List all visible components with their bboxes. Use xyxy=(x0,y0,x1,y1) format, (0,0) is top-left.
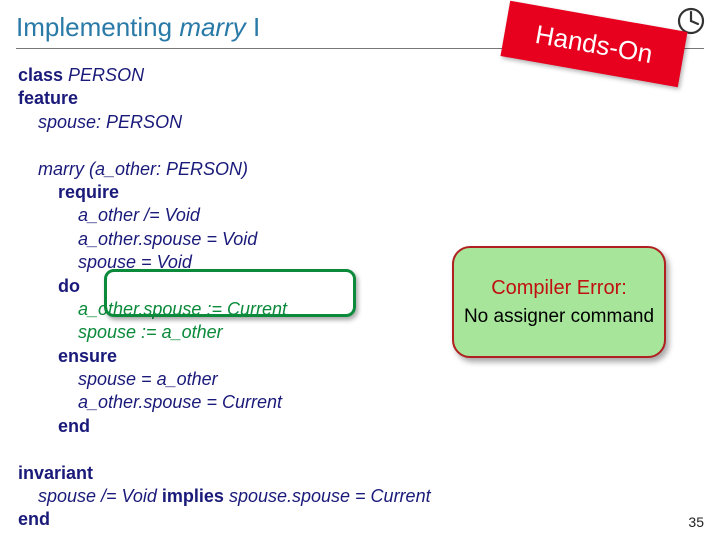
code-id: PERSON xyxy=(63,65,144,85)
code-id: marry (a_other: PERSON) xyxy=(18,159,248,179)
code-id: spouse /= Void xyxy=(18,486,162,506)
error-callout-body: No assigner command xyxy=(464,306,654,328)
code-id: spouse = a_other xyxy=(18,369,218,389)
code-kw: feature xyxy=(18,88,78,108)
code-id: spouse: PERSON xyxy=(18,112,182,132)
hands-on-badge-label: Hands-On xyxy=(533,18,655,69)
code-id: spouse.spouse = Current xyxy=(224,486,431,506)
code-kw: implies xyxy=(162,486,224,506)
code-kw: class xyxy=(18,65,63,85)
title-emph: marry xyxy=(179,12,245,42)
title-suffix: I xyxy=(253,12,260,42)
error-callout: Compiler Error: No assigner command xyxy=(452,246,666,358)
code-id: a_other.spouse = Void xyxy=(18,229,257,249)
code-kw: do xyxy=(18,276,80,296)
code-id: a_other.spouse = Current xyxy=(18,392,282,412)
page-number: 35 xyxy=(688,514,704,530)
code-kw: end xyxy=(18,416,90,436)
code-highlight: spouse := a_other xyxy=(18,322,223,342)
code-kw: ensure xyxy=(18,346,117,366)
code-kw: end xyxy=(18,509,50,529)
code-id: a_other /= Void xyxy=(18,205,200,225)
code-kw: invariant xyxy=(18,463,93,483)
highlight-box xyxy=(104,269,356,317)
error-callout-title: Compiler Error: xyxy=(491,277,627,300)
code-kw: require xyxy=(18,182,119,202)
title-word1: Implementing xyxy=(16,12,172,42)
